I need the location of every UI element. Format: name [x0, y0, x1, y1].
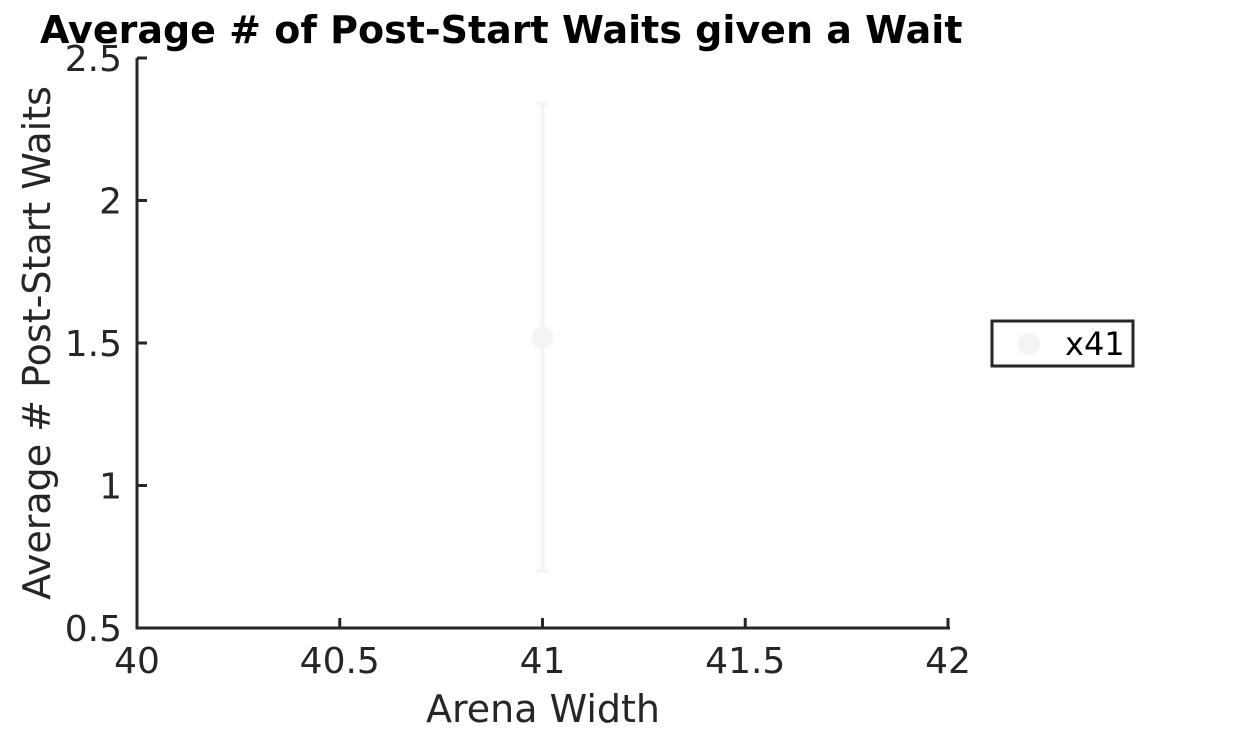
y-tick-label: 1	[99, 467, 122, 508]
legend-marker-x41	[1018, 333, 1040, 355]
y-axis-label: Average # Post-Start Waits	[15, 86, 59, 600]
data-point	[531, 326, 554, 349]
legend-box	[990, 319, 1135, 368]
x-tick-label: 41	[520, 641, 566, 682]
legend-label-x41: x41	[1065, 325, 1125, 363]
plot-marks	[531, 101, 554, 573]
x-tick-label: 41.5	[705, 641, 785, 682]
x-tick-label: 42	[925, 641, 971, 682]
x-tick-label: 40.5	[300, 641, 380, 682]
legend: x41	[990, 319, 1135, 368]
x-axis-label: Arena Width	[426, 687, 660, 731]
y-tick-label: 2.5	[65, 39, 122, 80]
y-tick-label: 2	[99, 182, 122, 223]
y-tick-label: 0.5	[65, 609, 122, 650]
x-tick-label: 40	[114, 641, 160, 682]
x-ticks: 40 40.5 41 41.5 42	[114, 618, 971, 682]
y-tick-label: 1.5	[65, 324, 122, 365]
chart-title: Average # of Post-Start Waits given a Wa…	[40, 8, 963, 52]
y-ticks: 0.5 1 1.5 2 2.5	[65, 39, 147, 650]
